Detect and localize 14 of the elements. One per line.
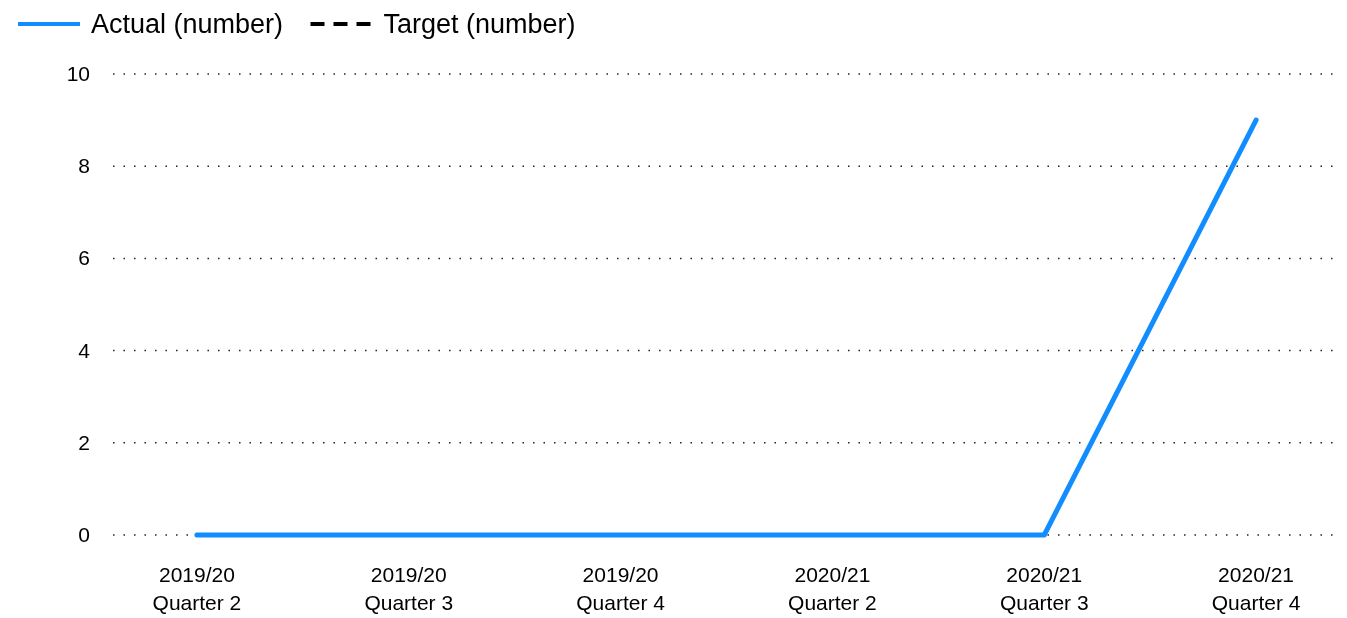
legend-label: Actual (number) [91,9,284,39]
x-tick-label: 2019/20 Quarter 2 [152,563,242,614]
y-tick-label: 0 [78,523,90,546]
y-tick-label: 8 [78,154,90,178]
x-tick-label: 2020/21 Quarter 2 [788,563,877,614]
y-tick-label: 6 [78,246,90,270]
x-tick-label: 2019/20 Quarter 4 [576,563,666,614]
y-tick-label: 4 [78,338,91,362]
legend-label: Target (number) [383,9,576,39]
y-tick-label: 10 [66,62,90,85]
y-tick-label: 2 [78,430,90,454]
x-tick-label: 2020/21 Quarter 3 [999,563,1089,614]
x-tick-label: 2020/21 Quarter 4 [1211,563,1301,614]
x-tick-label: 2019/20 Quarter 3 [364,563,454,614]
